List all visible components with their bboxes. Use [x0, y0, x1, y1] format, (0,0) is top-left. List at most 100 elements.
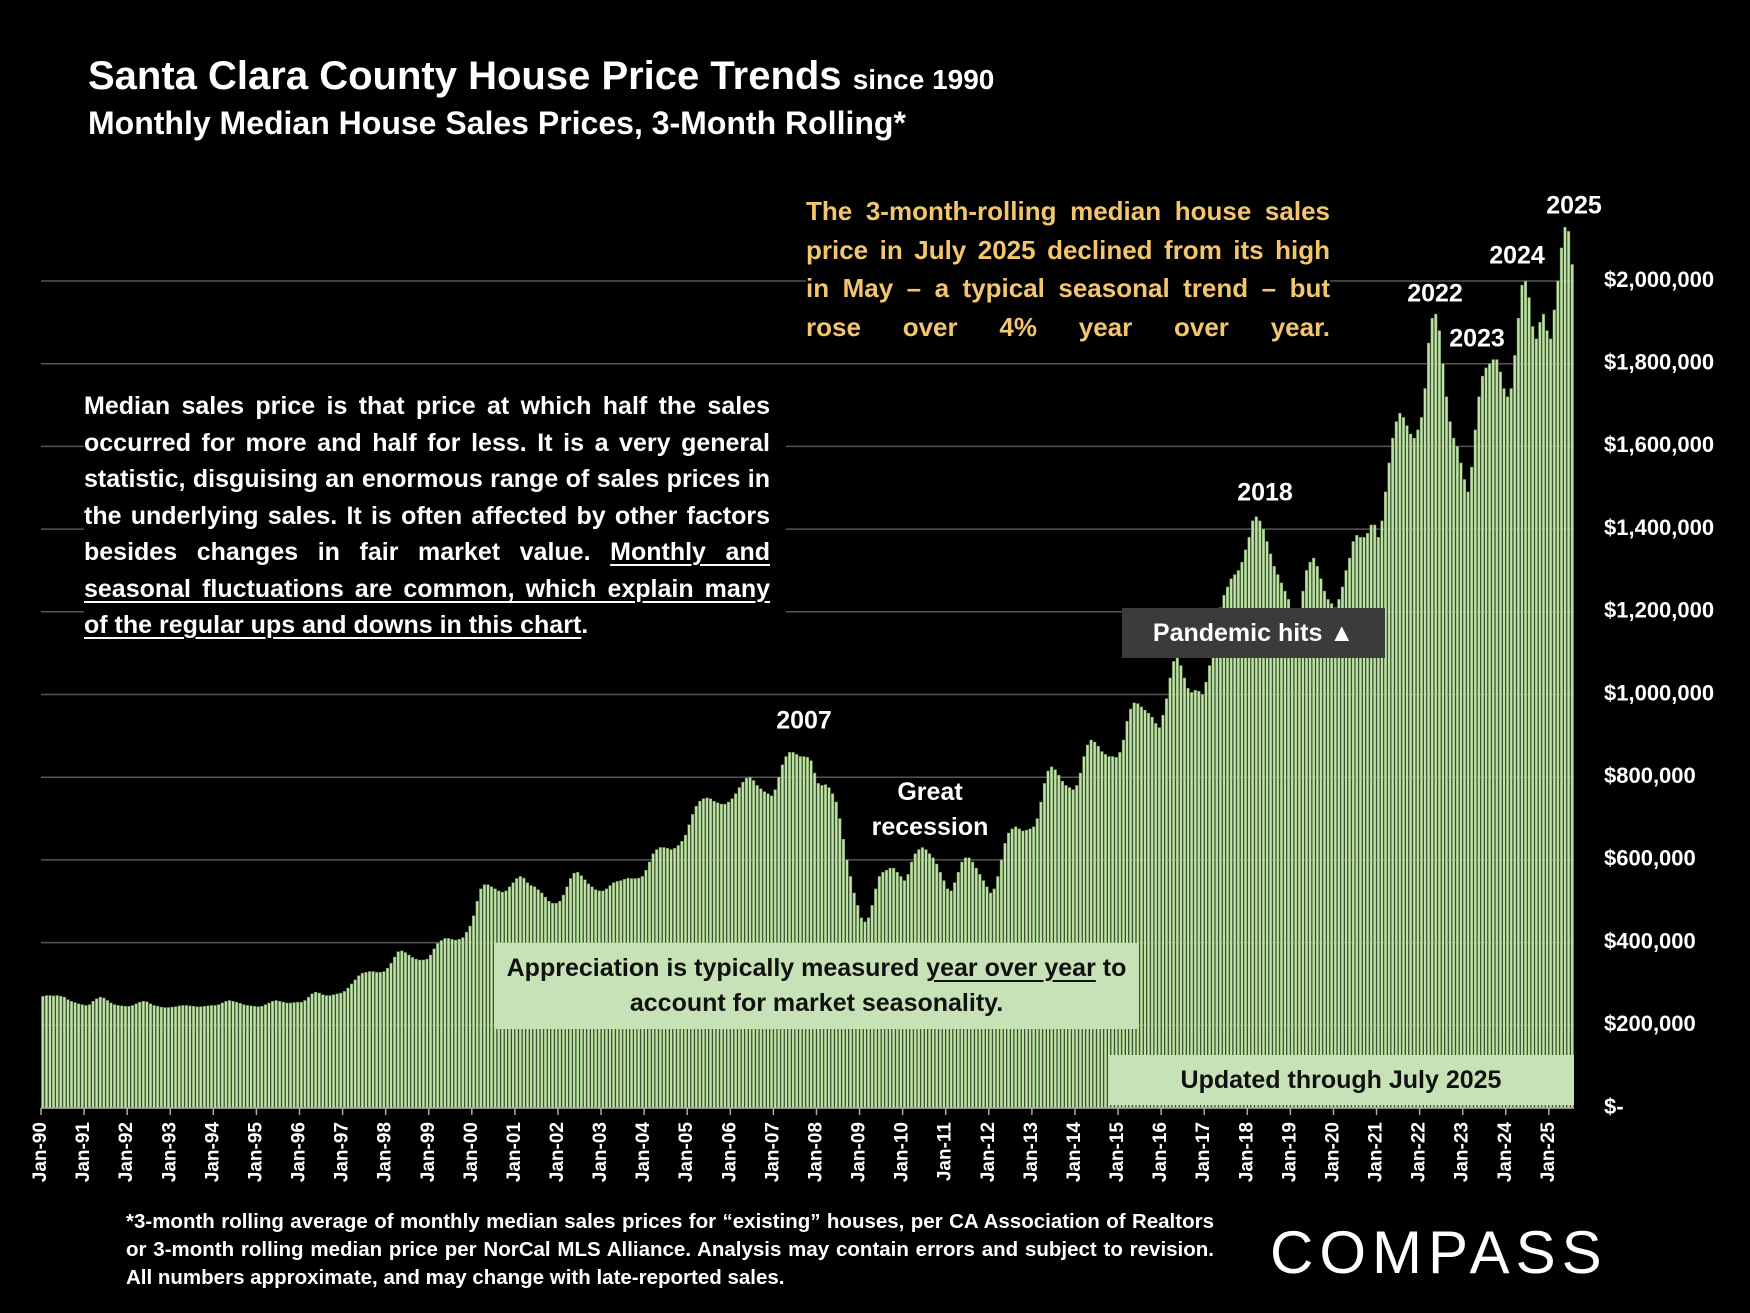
bar: [202, 1006, 206, 1109]
x-tick-label: Jan-21: [1366, 1122, 1387, 1183]
bar: [364, 972, 368, 1109]
bar: [1186, 688, 1190, 1109]
bar: [109, 1002, 113, 1109]
bar: [1462, 479, 1467, 1109]
bar: [1394, 421, 1398, 1109]
bar: [375, 972, 379, 1109]
bar: [1520, 284, 1524, 1109]
bar: [184, 1005, 188, 1109]
bar: [1484, 367, 1488, 1109]
note-underlined: Monthly and seasonal fluctuations are co…: [84, 538, 770, 639]
bar: [1200, 694, 1204, 1109]
bar: [472, 915, 476, 1109]
bar: [1570, 264, 1574, 1109]
bar: [163, 1007, 167, 1109]
bar: [1215, 623, 1219, 1109]
x-tick-label: Jan-10: [892, 1122, 913, 1182]
bar: [274, 1000, 278, 1109]
bar: [1441, 363, 1445, 1109]
x-tick-label: Jan-20: [1322, 1122, 1343, 1182]
bar: [1211, 644, 1215, 1109]
bar: [317, 992, 321, 1109]
bar: [802, 756, 806, 1109]
bar: [87, 1004, 92, 1109]
bar: [436, 943, 440, 1109]
bar: [482, 884, 486, 1109]
bar: [396, 951, 400, 1109]
bar: [84, 1005, 88, 1109]
bar: [1506, 396, 1510, 1109]
bar: [1531, 326, 1535, 1109]
x-tick-label: Jan-25: [1538, 1122, 1559, 1183]
bar: [367, 971, 372, 1109]
bar: [1229, 578, 1233, 1109]
x-tick-label: Jan-00: [461, 1122, 482, 1182]
bar: [120, 1005, 124, 1109]
updated-note: Updated through July 2025: [1108, 1055, 1574, 1105]
bar: [780, 764, 784, 1109]
bar: [69, 1001, 74, 1109]
y-tick-label: $2,000,000: [1604, 267, 1714, 292]
bar: [784, 756, 788, 1109]
bar: [138, 1001, 142, 1109]
bar: [159, 1006, 163, 1109]
bar: [1466, 491, 1470, 1109]
bar: [1179, 665, 1183, 1109]
bar: [328, 995, 332, 1109]
x-tick-label: Jan-14: [1064, 1122, 1085, 1183]
bar: [1480, 375, 1484, 1109]
bar: [791, 752, 795, 1109]
bar: [1254, 516, 1258, 1109]
x-tick-label: Jan-23: [1452, 1122, 1473, 1182]
bar: [177, 1005, 181, 1109]
bar: [245, 1005, 249, 1109]
recession-annotation: Great recession: [871, 778, 989, 841]
bar: [1147, 712, 1151, 1109]
x-tick-label: Jan-07: [762, 1122, 783, 1182]
bar: [1333, 607, 1337, 1109]
bar: [1401, 417, 1406, 1109]
bar: [77, 1003, 81, 1109]
bar: [213, 1005, 217, 1109]
bar: [148, 1003, 153, 1109]
bar: [1172, 661, 1176, 1109]
bar: [181, 1005, 185, 1109]
bar: [1297, 611, 1301, 1109]
bar: [1498, 371, 1502, 1109]
bar: [439, 940, 443, 1109]
bar: [385, 967, 389, 1109]
bar: [425, 958, 429, 1109]
bar: [378, 972, 382, 1109]
bar: [1218, 607, 1222, 1109]
bar: [421, 959, 425, 1109]
bar: [1559, 247, 1563, 1109]
year-annotation: 2007: [776, 707, 832, 735]
bar: [1204, 681, 1208, 1109]
bar: [360, 972, 364, 1109]
bar: [1541, 313, 1546, 1109]
x-tick-label: Jan-17: [1193, 1122, 1214, 1182]
bar: [454, 939, 458, 1109]
bar: [450, 939, 454, 1109]
bar: [238, 1003, 242, 1109]
bar: [1089, 739, 1093, 1109]
bar: [1387, 462, 1391, 1109]
bar: [1391, 437, 1395, 1109]
bar: [382, 971, 386, 1109]
bar: [299, 1001, 303, 1109]
bar: [1477, 396, 1481, 1109]
y-tick-label: $1,000,000: [1604, 680, 1714, 705]
bar: [170, 1006, 174, 1109]
bar: [235, 1001, 239, 1109]
title-suffix: since 1990: [852, 64, 995, 95]
bar: [1096, 745, 1100, 1109]
bar: [1222, 595, 1226, 1109]
footnote: *3-month rolling average of monthly medi…: [126, 1210, 1214, 1289]
bar: [1190, 692, 1194, 1109]
bar: [263, 1004, 267, 1109]
bar: [414, 958, 418, 1109]
bar: [407, 954, 411, 1109]
bar: [490, 886, 494, 1109]
bar: [1226, 586, 1230, 1109]
